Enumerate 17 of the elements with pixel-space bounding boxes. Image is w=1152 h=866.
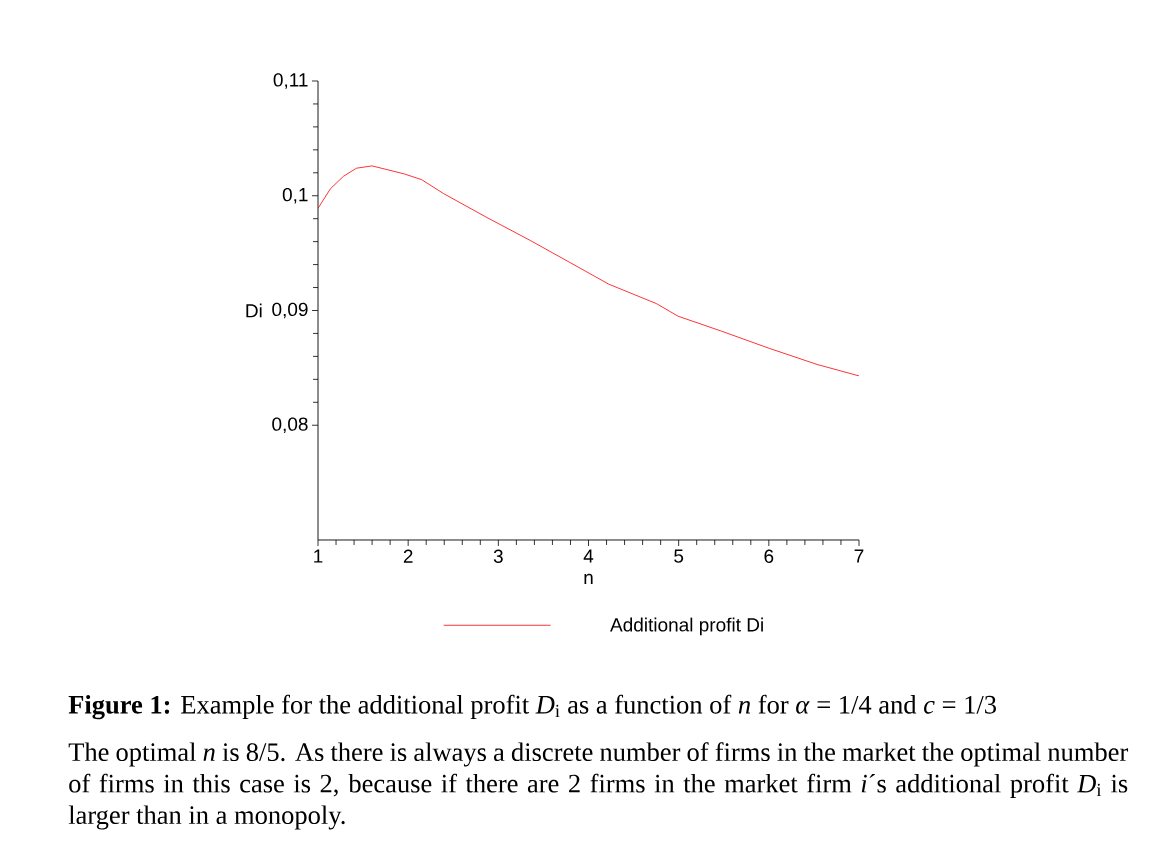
x-tick-label: 5	[674, 549, 684, 563]
x-tick-label: 3	[493, 549, 503, 563]
text: Additional profit Di	[610, 617, 763, 636]
y-tick-label: 0,1	[282, 187, 308, 204]
x-axis-title: n	[584, 573, 593, 585]
text: Figure 1: Example for the additional profit D$_{i}$ as a function of n for α = 1/4 and c = 1/3	[68, 694, 996, 720]
y-axis-title: Di	[246, 303, 262, 318]
y-tick-label: 0,11	[273, 73, 308, 89]
line-series	[318, 165, 859, 377]
x-tick-label: 1	[314, 549, 323, 563]
y-tick-label: 0,08	[272, 417, 308, 434]
x-tick-label: 4	[583, 549, 594, 563]
text: The optimal n is 8/5. As there is always a discrete number of firms in the market the optimal number of firms in this case is 2, because if there are 2 firms in the market firm i´s additional profit D$_{i}$ is larger than in a monopoly.	[68, 742, 1129, 830]
x-tick-label: 2	[403, 549, 413, 563]
x-tick-label: 6	[764, 549, 774, 563]
x-tick-label: 7	[854, 549, 864, 563]
y-tick-label: 0,09	[272, 302, 308, 319]
